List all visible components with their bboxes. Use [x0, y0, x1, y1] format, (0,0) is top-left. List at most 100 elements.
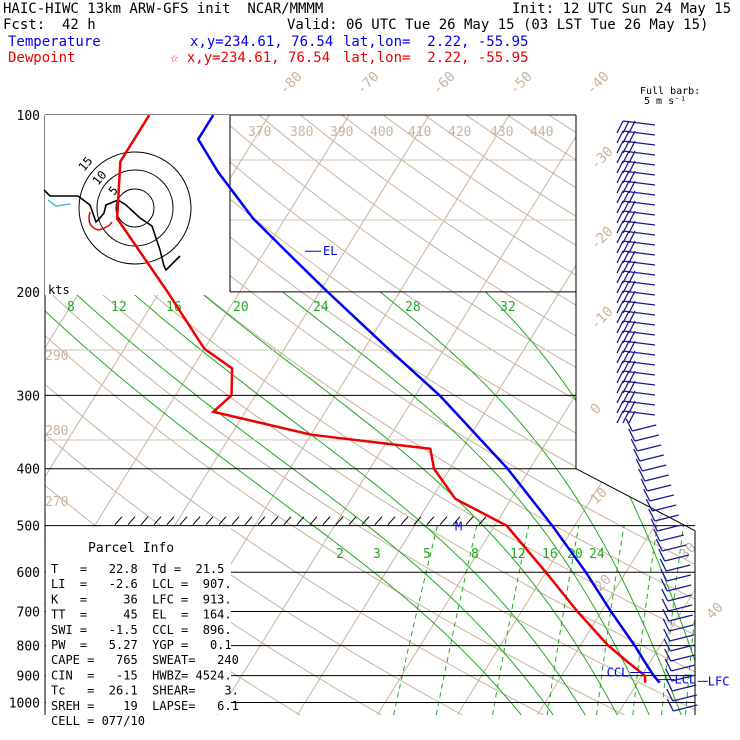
- wind-barb-flag: [628, 300, 636, 314]
- isotherm-label: -20: [588, 224, 617, 253]
- wind-barb-flag: [628, 220, 636, 234]
- wind-barb-flag: [628, 320, 636, 334]
- pressure-tick-label: 100: [17, 109, 40, 124]
- hatch-mark: [374, 516, 383, 526]
- wind-barb-staff: [659, 534, 684, 542]
- parcel-info-row: T = 22.8 Td = 21.5: [51, 562, 224, 576]
- wind-barb-flag: [616, 230, 624, 244]
- wind-barb-flag: [645, 498, 653, 512]
- el-marker-label: EL: [323, 244, 337, 258]
- moist-adiabat-line: [45, 291, 522, 715]
- legend-temperature-position: x,y=234.61, 76.54: [190, 34, 334, 50]
- isotherm-label: 0: [588, 401, 605, 418]
- wind-barb-flag: [616, 170, 624, 184]
- legend-dewpoint-position: ☆ x,y=234.61, 76.54: [170, 50, 331, 66]
- parcel-info-row: TT = 45 EL = 164.: [51, 608, 232, 622]
- wind-barb-flag: [628, 150, 636, 164]
- moist-adiabat-label: 12: [111, 300, 127, 315]
- mixing-ratio-line: [492, 525, 530, 715]
- wind-barb-flag: [628, 190, 636, 204]
- wind-barb-flag: [628, 360, 636, 374]
- hatch-mark: [114, 516, 123, 526]
- dry-adiabat-line: [45, 115, 695, 715]
- wind-barb-flag: [628, 250, 636, 264]
- hatch-mark: [283, 516, 292, 526]
- wind-barb-flag: [628, 280, 636, 294]
- hatch-mark: [361, 516, 370, 526]
- mixing-ratio-label: 5: [423, 547, 431, 562]
- hatch-mark: [153, 516, 162, 526]
- wind-barb-staff: [670, 654, 695, 662]
- mixing-ratio-line: [632, 525, 658, 715]
- wind-barb-flag: [653, 528, 661, 542]
- wind-barb-flag: [628, 210, 636, 224]
- wind-barb-flag: [664, 658, 672, 672]
- isotherm-label: 30: [677, 540, 700, 563]
- wind-barb-flag: [628, 400, 636, 414]
- pressure-tick-label: 200: [17, 286, 40, 301]
- wind-barb-flag: [616, 140, 624, 154]
- wind-barb-flag: [628, 120, 636, 134]
- pressure-tick-label: 300: [17, 389, 40, 404]
- moist-adiabat-line: [379, 291, 682, 715]
- wind-barb-flag: [616, 320, 624, 334]
- hodograph-units-label: kts: [48, 283, 70, 297]
- isotherm-label: 10: [588, 485, 611, 508]
- wind-barb-flag: [660, 578, 668, 592]
- hatch-mark: [452, 516, 461, 526]
- dry-adiabat-line: [45, 115, 695, 715]
- wind-barb-flag: [616, 400, 624, 414]
- wind-barb-staff: [669, 624, 694, 632]
- wind-barb-flag: [659, 558, 667, 572]
- moist-adiabat-label: 32: [500, 300, 516, 315]
- isotherm-line: [536, 115, 695, 715]
- wind-barb-staff: [666, 564, 691, 572]
- legend-dewpoint-label: Dewpoint: [8, 50, 76, 66]
- wind-barb-flag: [616, 150, 624, 164]
- wind-barb-flag: [616, 190, 624, 204]
- hatch-mark: [478, 516, 487, 526]
- wind-barb-flag: [660, 568, 668, 582]
- hatch-mark: [205, 516, 214, 526]
- theta-label: 420: [448, 125, 471, 140]
- dry-adiabat-line: [465, 115, 695, 715]
- hodograph-trace: [43, 189, 181, 272]
- parcel-info-row: CELL = 077/10: [51, 714, 145, 728]
- moist-adiabat-label: 16: [166, 300, 182, 315]
- wind-barb-flag: [616, 240, 624, 254]
- hatch-mark: [296, 516, 305, 526]
- chart-title: HAIC-HIWC 13km ARW-GFS init NCAR/MMMM: [3, 1, 324, 17]
- hodograph-upper-trace: [47, 199, 71, 207]
- barb-legend-units: 5 m s⁻¹: [644, 96, 686, 107]
- valid-time: Valid: 06 UTC Tue 26 May 15 (03 LST Tue …: [287, 17, 709, 33]
- wind-barb-staff: [647, 484, 672, 492]
- wind-barb-flag: [628, 260, 636, 274]
- wind-barb-flag: [616, 410, 624, 424]
- hatch-mark: [270, 516, 279, 526]
- wind-barb-staff: [671, 674, 696, 682]
- isotherm-label: 40: [704, 600, 727, 623]
- wind-barb-staff: [662, 544, 687, 552]
- wind-barb-flag: [628, 380, 636, 394]
- dry-adiabat-line: [51, 115, 695, 715]
- wind-barb-flag: [666, 688, 674, 702]
- wind-barb-flag: [628, 240, 636, 254]
- wind-barb-flag: [616, 210, 624, 224]
- wind-barb-flag: [628, 310, 636, 324]
- wind-barbs: Full barb:5 m s⁻¹: [616, 86, 700, 712]
- wind-barb-staff: [667, 584, 692, 592]
- mixing-ratio-label: 2: [336, 547, 344, 562]
- hodograph-low-trace: [88, 211, 113, 231]
- wind-barb-staff: [632, 424, 657, 432]
- wind-barb-flag: [628, 428, 636, 442]
- dry-adiabat-line: [45, 115, 544, 715]
- theta-label: 290: [45, 349, 68, 364]
- wind-barb-flag: [628, 230, 636, 244]
- wind-barb-flag: [616, 370, 624, 384]
- theta-label: 400: [370, 125, 393, 140]
- wind-barb-flag: [648, 508, 656, 522]
- parcel-info-row: CIN = -15 HWBZ= 4524.: [51, 668, 232, 682]
